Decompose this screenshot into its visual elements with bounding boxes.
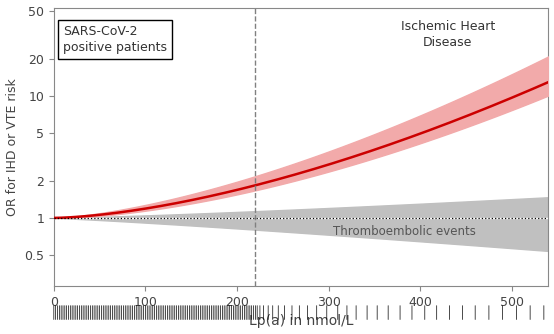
Text: SARS-CoV-2
positive patients: SARS-CoV-2 positive patients bbox=[63, 25, 167, 54]
Text: Thromboembolic events: Thromboembolic events bbox=[333, 225, 476, 238]
Y-axis label: OR for IHD or VTE risk: OR for IHD or VTE risk bbox=[6, 78, 18, 216]
Text: Ischemic Heart
Disease: Ischemic Heart Disease bbox=[401, 20, 495, 49]
X-axis label: Lp(a) in nmol/L: Lp(a) in nmol/L bbox=[249, 314, 353, 328]
